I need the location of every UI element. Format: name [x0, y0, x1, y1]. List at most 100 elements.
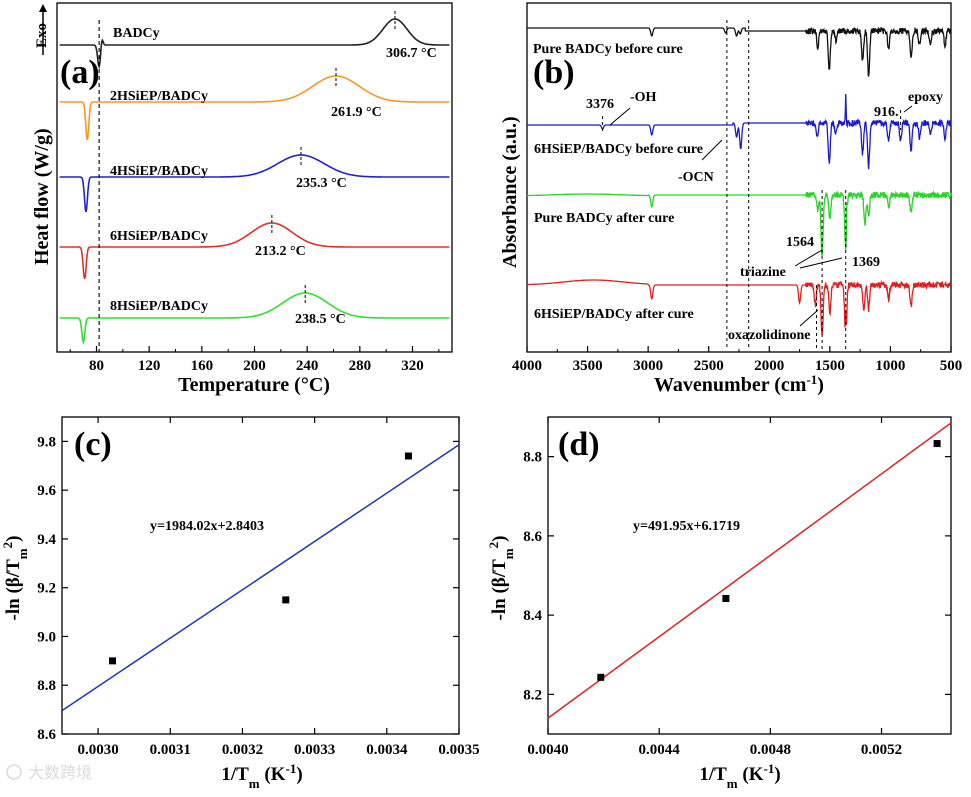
panel-d-data-point — [597, 673, 605, 681]
panel-d-x-tick-label: 0.0040 — [527, 742, 568, 758]
panel-d-x-tick-label: 0.0044 — [639, 742, 681, 758]
triazine-arrow-1 — [794, 249, 823, 267]
panel-d-y-tick-label: 8.4 — [523, 608, 542, 624]
panel-c-x-tick-label: 0.0035 — [438, 742, 479, 758]
x-tick-label: 2500 — [694, 358, 724, 374]
panel-c-data-point — [282, 596, 290, 604]
panel-a-exo-label: Exo — [34, 23, 50, 48]
panel-a-series — [59, 11, 450, 352]
panel-d-data-point — [933, 440, 941, 448]
panel-c-x-tick-label: 0.0034 — [366, 742, 408, 758]
panel-c-y-tick-label: 9.2 — [37, 581, 56, 597]
panel-d-fit-line — [547, 422, 952, 719]
oh-value-label: 3376 — [586, 97, 614, 112]
series-name-8hsiep: 8HSiEP/BADCy — [110, 299, 208, 314]
spectrum-line-2 — [527, 190, 952, 257]
panel-c-data-point — [404, 452, 412, 460]
panel-c-ylabel: -ln (β/Tm2) — [0, 536, 30, 621]
panel-c-fit-line — [61, 444, 460, 712]
panel-d-y-tick-label: 8.8 — [523, 450, 542, 466]
x-tick-label: 120 — [138, 358, 161, 374]
series-name-pure-after: Pure BADCy after cure — [534, 211, 674, 226]
x-tick-label: 280 — [349, 358, 372, 374]
oxazolidinone-arrow — [799, 309, 819, 327]
spectrum-line-0 — [527, 26, 952, 78]
panel-d-y-tick-label: 8.2 — [523, 687, 542, 703]
panel-b-ylabel: Absorbance (a.u.) — [499, 116, 521, 268]
panel-c-plot — [61, 444, 460, 712]
panel-c-x-tick-label: 0.0030 — [77, 742, 118, 758]
triazine-arrow-2 — [799, 257, 843, 269]
series-name-pure-before: Pure BADCy before cure — [533, 42, 683, 57]
panel-c-xlabel: 1/Tm (K-1) — [221, 761, 302, 791]
x-tick-label: 320 — [401, 358, 424, 374]
spectrum-line-1 — [527, 93, 952, 170]
peak-label-6hsiep: 213.2 °C — [255, 244, 306, 259]
triazine-1564-label: 1564 — [786, 235, 814, 250]
series-name-6hsiep-after: 6HSiEP/BADCy after cure — [534, 307, 694, 322]
series-name-6hsiep: 6HSiEP/BADCy — [110, 229, 208, 244]
panel-d-ylabel: -ln (β/Tm2) — [486, 536, 516, 621]
oh-group-label: -OH — [630, 90, 657, 105]
oxazolidinone-label: oxazolidinone — [728, 328, 810, 343]
series-line-2 — [59, 154, 450, 213]
series-line-0 — [59, 18, 450, 70]
panel-c-y-tick-label: 8.6 — [37, 727, 56, 743]
x-tick-label: 80 — [89, 358, 104, 374]
oh-arrow — [609, 107, 631, 126]
x-tick-label: 500 — [940, 358, 963, 374]
panel-c-y-tick-label: 8.8 — [37, 678, 56, 694]
watermark: 大数跨境 — [6, 763, 92, 782]
epoxy-arrow — [903, 105, 913, 113]
panel-c-frame — [61, 416, 460, 735]
series-line-4 — [59, 292, 450, 345]
x-tick-label: 200 — [243, 358, 266, 374]
series-name-2hsiep: 2HSiEP/BADCy — [110, 89, 208, 104]
epoxy-label: epoxy — [908, 90, 943, 105]
triazine-label: triazine — [740, 265, 786, 280]
x-tick-label: 240 — [296, 358, 319, 374]
series-name-4hsiep: 4HSiEP/BADCy — [110, 164, 208, 179]
series-name-6hsiep-before: 6HSiEP/BADCy before cure — [534, 142, 703, 157]
panel-c-equation: y=1984.02x+2.8403 — [150, 519, 264, 534]
watermark-logo-icon — [6, 764, 22, 780]
panel-d-label: (d) — [558, 426, 600, 463]
series-line-3 — [59, 222, 450, 280]
panel-c-y-tick-label: 9.8 — [37, 434, 56, 450]
panel-b: 4000 3500 3000 2500 2000 1500 1000 500 (b) Abso… — [499, 2, 962, 397]
peak-label-4hsiep: 235.3 °C — [296, 176, 347, 191]
panel-c-y-tick-label: 9.6 — [37, 483, 56, 499]
panel-c-x-tick-label: 0.0032 — [222, 742, 263, 758]
panel-a-ticks: 80 120 160 200 240 280 320 — [69, 346, 440, 374]
spectrum-line-3 — [527, 279, 952, 335]
panel-c-y-tick-label: 9.0 — [37, 629, 56, 645]
panel-d-x-tick-label: 0.0048 — [750, 742, 791, 758]
panel-a-label: (a) — [60, 54, 100, 91]
x-tick-label: 160 — [191, 358, 214, 374]
series-line-1 — [59, 75, 450, 141]
watermark-text: 大数跨境 — [28, 763, 92, 782]
panel-d-x-tick-label: 0.0052 — [861, 742, 902, 758]
series-name-badcy: BADCy — [113, 26, 160, 41]
panel-d-ticks: 0.0040 0.0044 0.0048 0.0052 8.2 8.4 8.6 8.8 — [523, 417, 951, 758]
x-tick-label: 3500 — [573, 358, 603, 374]
panel-d-equation: y=491.95x+6.1719 — [633, 519, 740, 534]
panel-a-xlabel: Temperature (°C) — [178, 374, 330, 396]
panel-c-x-tick-label: 0.0031 — [150, 742, 191, 758]
panel-b-series — [527, 20, 952, 350]
panel-c-x-tick-label: 0.0033 — [294, 742, 335, 758]
panel-b-ticks: 4000 3500 3000 2500 2000 1500 1000 500 — [512, 346, 962, 374]
panel-b-xlabel: Wavenumber (cm-1) — [654, 372, 824, 397]
panel-c-data-point — [109, 657, 117, 665]
exo-arrow-head — [39, 4, 47, 12]
panel-d-frame — [547, 416, 952, 735]
peak-label-2hsiep: 261.9 °C — [331, 105, 382, 120]
peak-label-8hsiep: 238.5 °C — [295, 312, 346, 327]
panel-a: 80 120 160 200 240 280 320 (a) Exo Heat flow (… — [31, 2, 453, 396]
x-tick-label: 1500 — [815, 358, 845, 374]
panel-d-xlabel: 1/Tm (K-1) — [699, 761, 780, 791]
panel-d-y-tick-label: 8.6 — [523, 529, 542, 545]
panel-b-label: (b) — [533, 54, 575, 91]
ocn-arrow — [701, 139, 723, 161]
